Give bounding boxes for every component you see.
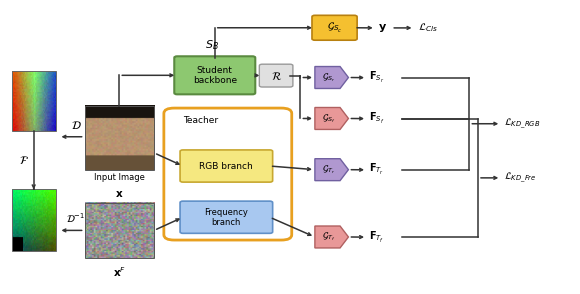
Text: $\mathbf{F}_{S_f}$: $\mathbf{F}_{S_f}$ [369, 111, 385, 126]
Text: $\mathcal{L}_{KD\_Fre}$: $\mathcal{L}_{KD\_Fre}$ [504, 171, 536, 185]
Polygon shape [315, 66, 349, 88]
FancyBboxPatch shape [259, 64, 293, 87]
Text: $\mathcal{G}_{S_c}$: $\mathcal{G}_{S_c}$ [327, 21, 342, 35]
Text: $\mathcal{G}_{T_r}$: $\mathcal{G}_{T_r}$ [322, 163, 336, 176]
FancyBboxPatch shape [312, 15, 357, 40]
Text: $\mathcal{G}_{S_f}$: $\mathcal{G}_{S_f}$ [322, 112, 336, 125]
Text: $\mathcal{L}_{Cls}$: $\mathcal{L}_{Cls}$ [418, 21, 438, 34]
Bar [85, 203, 154, 258]
Text: RGB branch: RGB branch [200, 161, 253, 171]
Text: Teacher: Teacher [183, 116, 218, 125]
Text: Frequency
branch: Frequency branch [204, 208, 248, 227]
Text: $\mathbf{x}$: $\mathbf{x}$ [115, 188, 124, 198]
FancyBboxPatch shape [180, 150, 273, 182]
Polygon shape [315, 108, 349, 129]
Text: $S_B$: $S_B$ [205, 39, 219, 53]
FancyBboxPatch shape [174, 56, 255, 94]
Text: Student
backbone: Student backbone [193, 66, 237, 85]
Text: $\mathcal{G}_{T_f}$: $\mathcal{G}_{T_f}$ [322, 231, 336, 243]
FancyBboxPatch shape [180, 201, 273, 233]
Text: $\mathcal{F}$: $\mathcal{F}$ [19, 154, 29, 166]
Bar [85, 106, 154, 171]
Text: $\mathbf{F}_{T_f}$: $\mathbf{F}_{T_f}$ [369, 230, 385, 245]
Text: $\mathcal{R}$: $\mathcal{R}$ [270, 70, 282, 82]
Text: $\mathbf{F}_{T_r}$: $\mathbf{F}_{T_r}$ [369, 162, 385, 177]
Polygon shape [315, 226, 349, 248]
Text: $\mathcal{G}_{S_r}$: $\mathcal{G}_{S_r}$ [322, 71, 336, 84]
Bar [12, 189, 56, 251]
Text: Input Image: Input Image [94, 173, 145, 182]
Text: $\mathbf{y}$: $\mathbf{y}$ [378, 22, 387, 34]
Text: $\mathbf{F}_{S_r}$: $\mathbf{F}_{S_r}$ [369, 70, 385, 85]
Text: $\mathcal{D}^{-1}$: $\mathcal{D}^{-1}$ [66, 212, 85, 225]
Bar [12, 71, 56, 131]
Polygon shape [315, 159, 349, 181]
Text: $\mathcal{D}$: $\mathcal{D}$ [71, 119, 81, 131]
Text: $\mathcal{L}_{KD\_RGB}$: $\mathcal{L}_{KD\_RGB}$ [504, 117, 541, 131]
Text: $\mathbf{x}^F$: $\mathbf{x}^F$ [113, 265, 126, 279]
